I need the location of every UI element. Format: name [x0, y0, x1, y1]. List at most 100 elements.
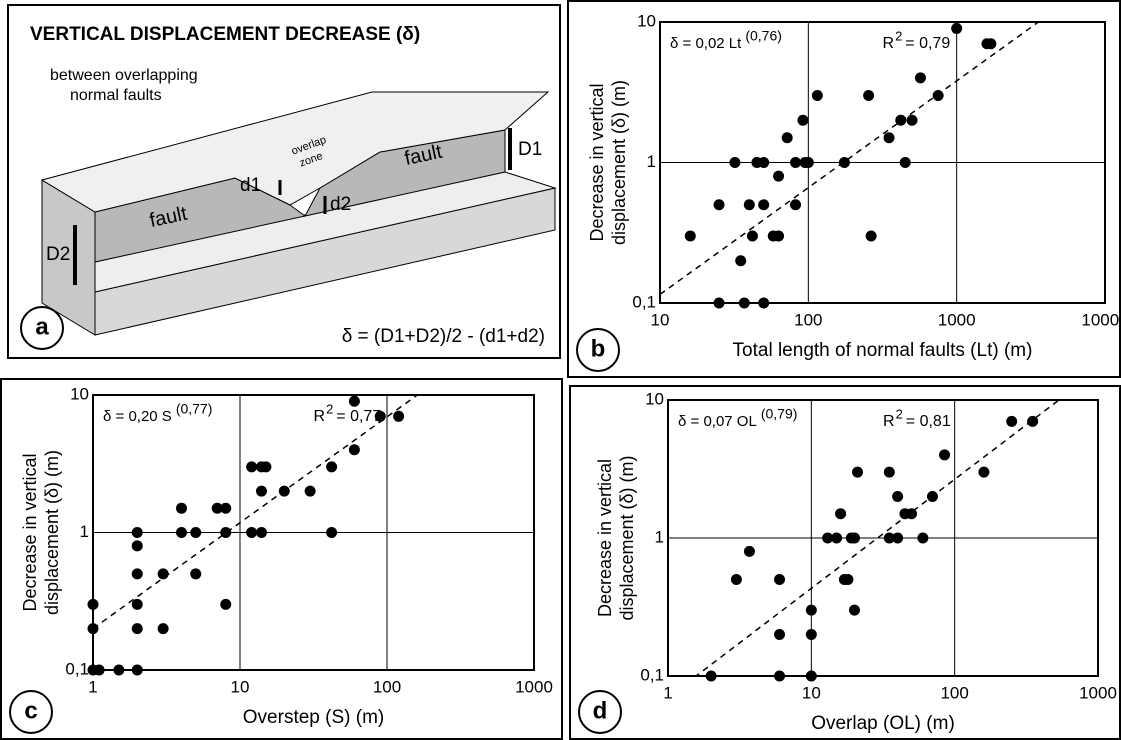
- r2-symbol: R: [314, 408, 326, 425]
- r2-symbol: R: [883, 413, 895, 430]
- point: [822, 532, 834, 544]
- point: [220, 598, 232, 610]
- point: [87, 598, 99, 610]
- panel-label: b: [591, 335, 606, 362]
- point: [805, 628, 817, 640]
- point: [131, 568, 143, 580]
- panel-frame: [567, 0, 1121, 378]
- equation: δ = 0,20 S: [103, 408, 172, 425]
- equation-exponent: (0,77): [176, 401, 213, 417]
- y-axis-title: Decrease in vertical: [595, 459, 615, 617]
- x-tick-label: 100: [940, 683, 968, 702]
- point: [848, 604, 860, 616]
- panel-label: a: [35, 313, 49, 340]
- point: [131, 623, 143, 635]
- point: [773, 230, 785, 242]
- y-tick-label: 1: [655, 527, 664, 546]
- equation: δ = 0,02 Lt: [670, 35, 742, 52]
- point: [705, 670, 717, 682]
- point: [883, 466, 895, 478]
- point: [713, 199, 725, 211]
- diagram-subtitle: between overlapping: [50, 67, 198, 84]
- x-tick-label: 100: [373, 677, 401, 696]
- point: [978, 466, 990, 478]
- point: [220, 527, 232, 538]
- panel-badge: [576, 328, 620, 372]
- point: [951, 22, 963, 34]
- point: [852, 466, 864, 478]
- point: [906, 508, 918, 520]
- panel-label: d: [593, 697, 608, 724]
- point: [157, 568, 169, 580]
- y-axis-title: displacement (δ) (m): [42, 450, 62, 615]
- point: [1006, 415, 1018, 427]
- x-tick-label: 1: [663, 683, 672, 702]
- point: [326, 461, 338, 473]
- point: [131, 664, 143, 676]
- point: [326, 527, 338, 538]
- r2-symbol: R: [883, 35, 895, 52]
- diagram-subtitle: normal faults: [70, 87, 162, 104]
- point: [774, 574, 786, 586]
- panel-badge: [20, 306, 64, 350]
- point: [985, 38, 997, 50]
- point: [939, 449, 951, 461]
- point: [176, 502, 188, 514]
- x-tick-label: 1: [88, 677, 97, 696]
- d2-label: d2: [330, 194, 351, 215]
- point: [746, 230, 758, 242]
- point: [848, 532, 860, 544]
- point: [831, 532, 843, 544]
- point: [895, 114, 907, 126]
- point: [374, 410, 386, 422]
- point: [348, 395, 360, 407]
- point: [790, 157, 802, 168]
- point: [790, 199, 802, 211]
- panel-badge: [9, 690, 53, 734]
- point: [1027, 415, 1039, 427]
- D1-label: D1: [518, 139, 542, 160]
- point: [393, 410, 405, 422]
- point: [113, 664, 125, 676]
- point: [865, 230, 877, 242]
- x-tick-label: 1000: [938, 310, 976, 329]
- y-axis-title: Decrease in vertical: [20, 453, 40, 611]
- point: [835, 508, 847, 520]
- point: [738, 297, 750, 309]
- point: [883, 532, 895, 544]
- point: [743, 545, 755, 557]
- point: [220, 502, 232, 514]
- point: [892, 532, 904, 544]
- point: [805, 604, 817, 616]
- x-tick-label: 10: [231, 677, 250, 696]
- y-axis-title: Decrease in vertical: [587, 83, 607, 241]
- panel-frame: [0, 378, 563, 740]
- point: [87, 623, 99, 635]
- point: [348, 444, 360, 456]
- point: [743, 199, 755, 211]
- point: [883, 132, 895, 144]
- point: [892, 490, 904, 502]
- point: [802, 157, 814, 168]
- panel-label: c: [24, 697, 37, 724]
- r2-value: = 0,81: [906, 413, 951, 430]
- plot-frame: [667, 399, 1099, 677]
- plot-frame: [92, 394, 535, 671]
- point: [131, 527, 143, 538]
- point: [758, 297, 770, 309]
- point: [932, 89, 944, 101]
- upper-surface: [40, 91, 550, 213]
- x-tick-label: 100: [794, 310, 822, 329]
- point: [176, 527, 188, 538]
- point: [899, 157, 911, 168]
- point: [774, 670, 786, 682]
- point: [811, 89, 823, 101]
- point: [842, 574, 854, 586]
- x-axis-title: Overstep (S) (m): [243, 707, 384, 728]
- point: [246, 527, 258, 538]
- r2-power: 2: [895, 28, 902, 43]
- y-tick-label: 0,1: [65, 659, 89, 678]
- point: [926, 490, 938, 502]
